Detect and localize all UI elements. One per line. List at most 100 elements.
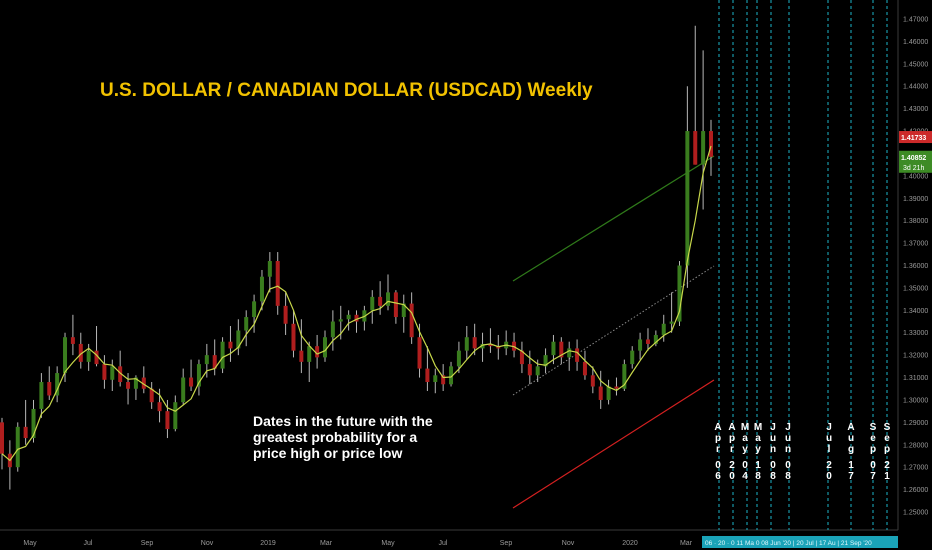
y-tick-label: 1.25000 [903, 510, 928, 517]
candle-body [409, 303, 414, 338]
y-tick-label: 1.36000 [903, 263, 928, 270]
y-tick-label: 1.43000 [903, 106, 928, 113]
future-date-month-char: p [715, 433, 721, 444]
candle-body [425, 368, 430, 383]
candle-body [196, 364, 201, 387]
future-date-month-char: u [826, 433, 832, 444]
future-date-day-char: 7 [848, 471, 854, 482]
candle-body [244, 317, 249, 331]
future-date-day-char: 0 [770, 460, 776, 471]
annotation-line-2: greatest probability for a [253, 429, 418, 445]
future-date-month-char: A [714, 422, 721, 433]
candle-body [464, 337, 469, 351]
candle-body [456, 350, 461, 367]
candle-body [378, 296, 383, 306]
candle-body [291, 323, 296, 351]
future-date-month-char: p [884, 444, 890, 455]
candle-body [78, 343, 83, 362]
candle-body [472, 337, 477, 349]
future-date-month-char: u [848, 433, 854, 444]
candle-body [63, 337, 68, 374]
future-date-month-char: J [770, 422, 776, 433]
candle-body [307, 346, 312, 362]
candle-body [370, 296, 375, 311]
future-date-month-char: n [770, 444, 776, 455]
x-tick-label: Sep [141, 540, 154, 547]
candle-body [236, 330, 241, 349]
future-date-month-char: n [785, 444, 791, 455]
candle-body [110, 366, 115, 380]
future-date-month-char: A [847, 422, 854, 433]
future-date-month-char: p [870, 444, 876, 455]
y-tick-label: 1.32000 [903, 353, 928, 360]
future-date-month-char: J [826, 422, 832, 433]
candle-body [661, 323, 666, 335]
future-date-day-char: 2 [884, 460, 890, 471]
y-tick-label: 1.39000 [903, 196, 928, 203]
candle-body [0, 422, 4, 454]
future-date-day-char: 4 [742, 471, 748, 482]
candle-body [149, 388, 154, 403]
last-price-tag [899, 131, 932, 144]
candle-body [86, 350, 91, 362]
y-tick-label: 1.47000 [903, 17, 928, 24]
future-date-month-char: e [870, 433, 876, 444]
candle-body [480, 343, 485, 349]
candle-body [55, 373, 60, 396]
candle-body [102, 364, 107, 380]
future-date-day-char: 0 [826, 471, 832, 482]
moving-average-line [1, 145, 712, 462]
candle-body [701, 131, 706, 165]
candle-body [212, 355, 217, 369]
y-tick-label: 1.31000 [903, 375, 928, 382]
candle-body [693, 131, 698, 165]
x-tick-label: Nov [562, 540, 575, 547]
candle-body [322, 337, 327, 358]
candle-body [433, 375, 438, 383]
y-tick-label: 1.34000 [903, 308, 928, 315]
x-tick-label: 2019 [260, 540, 276, 547]
future-date-axis-text: 06 · 20 · 0 11 Ma 0 08 Jun '20 | 20 Jul … [705, 540, 872, 547]
candle-body [441, 375, 446, 385]
candle-body [39, 382, 44, 409]
future-date-month-char: S [884, 422, 891, 433]
candle-body [299, 350, 304, 362]
future-date-axis-strip [702, 536, 898, 548]
future-date-month-char: a [742, 433, 748, 444]
y-tick-label: 1.37000 [903, 241, 928, 248]
candle-body [181, 377, 186, 403]
candle-body [259, 276, 264, 302]
future-date-month-char: y [755, 444, 761, 455]
candle-body [165, 411, 170, 430]
candle-body [23, 426, 28, 439]
y-tick-label: 1.46000 [903, 39, 928, 46]
candle-body [283, 305, 288, 324]
middle-channel-line [512, 265, 715, 396]
bar-countdown-label: 3d 21h [903, 165, 925, 172]
y-tick-label: 1.38000 [903, 218, 928, 225]
future-date-month-char: r [716, 444, 720, 455]
candle-body [157, 402, 162, 412]
candle-body [118, 366, 123, 383]
candle-body [401, 303, 406, 318]
candle-body [15, 426, 20, 468]
candle-body [275, 261, 280, 306]
future-date-month-char: M [741, 422, 749, 433]
candle-body [598, 386, 603, 400]
y-tick-label: 1.35000 [903, 285, 928, 292]
future-date-month-char: r [730, 444, 734, 455]
candle-body [252, 301, 257, 318]
future-date-month-char: M [754, 422, 762, 433]
future-date-day-char: 1 [755, 460, 761, 471]
candle-body [551, 341, 556, 356]
candle-body [559, 341, 564, 358]
future-date-day-char: 2 [729, 460, 735, 471]
candle-body [645, 339, 650, 344]
future-date-day-char: 6 [715, 471, 721, 482]
future-date-day-char: 1 [848, 460, 854, 471]
y-tick-label: 1.30000 [903, 397, 928, 404]
candle-body [220, 341, 225, 369]
future-date-month-char: A [728, 422, 735, 433]
future-date-day-char: 0 [715, 460, 721, 471]
